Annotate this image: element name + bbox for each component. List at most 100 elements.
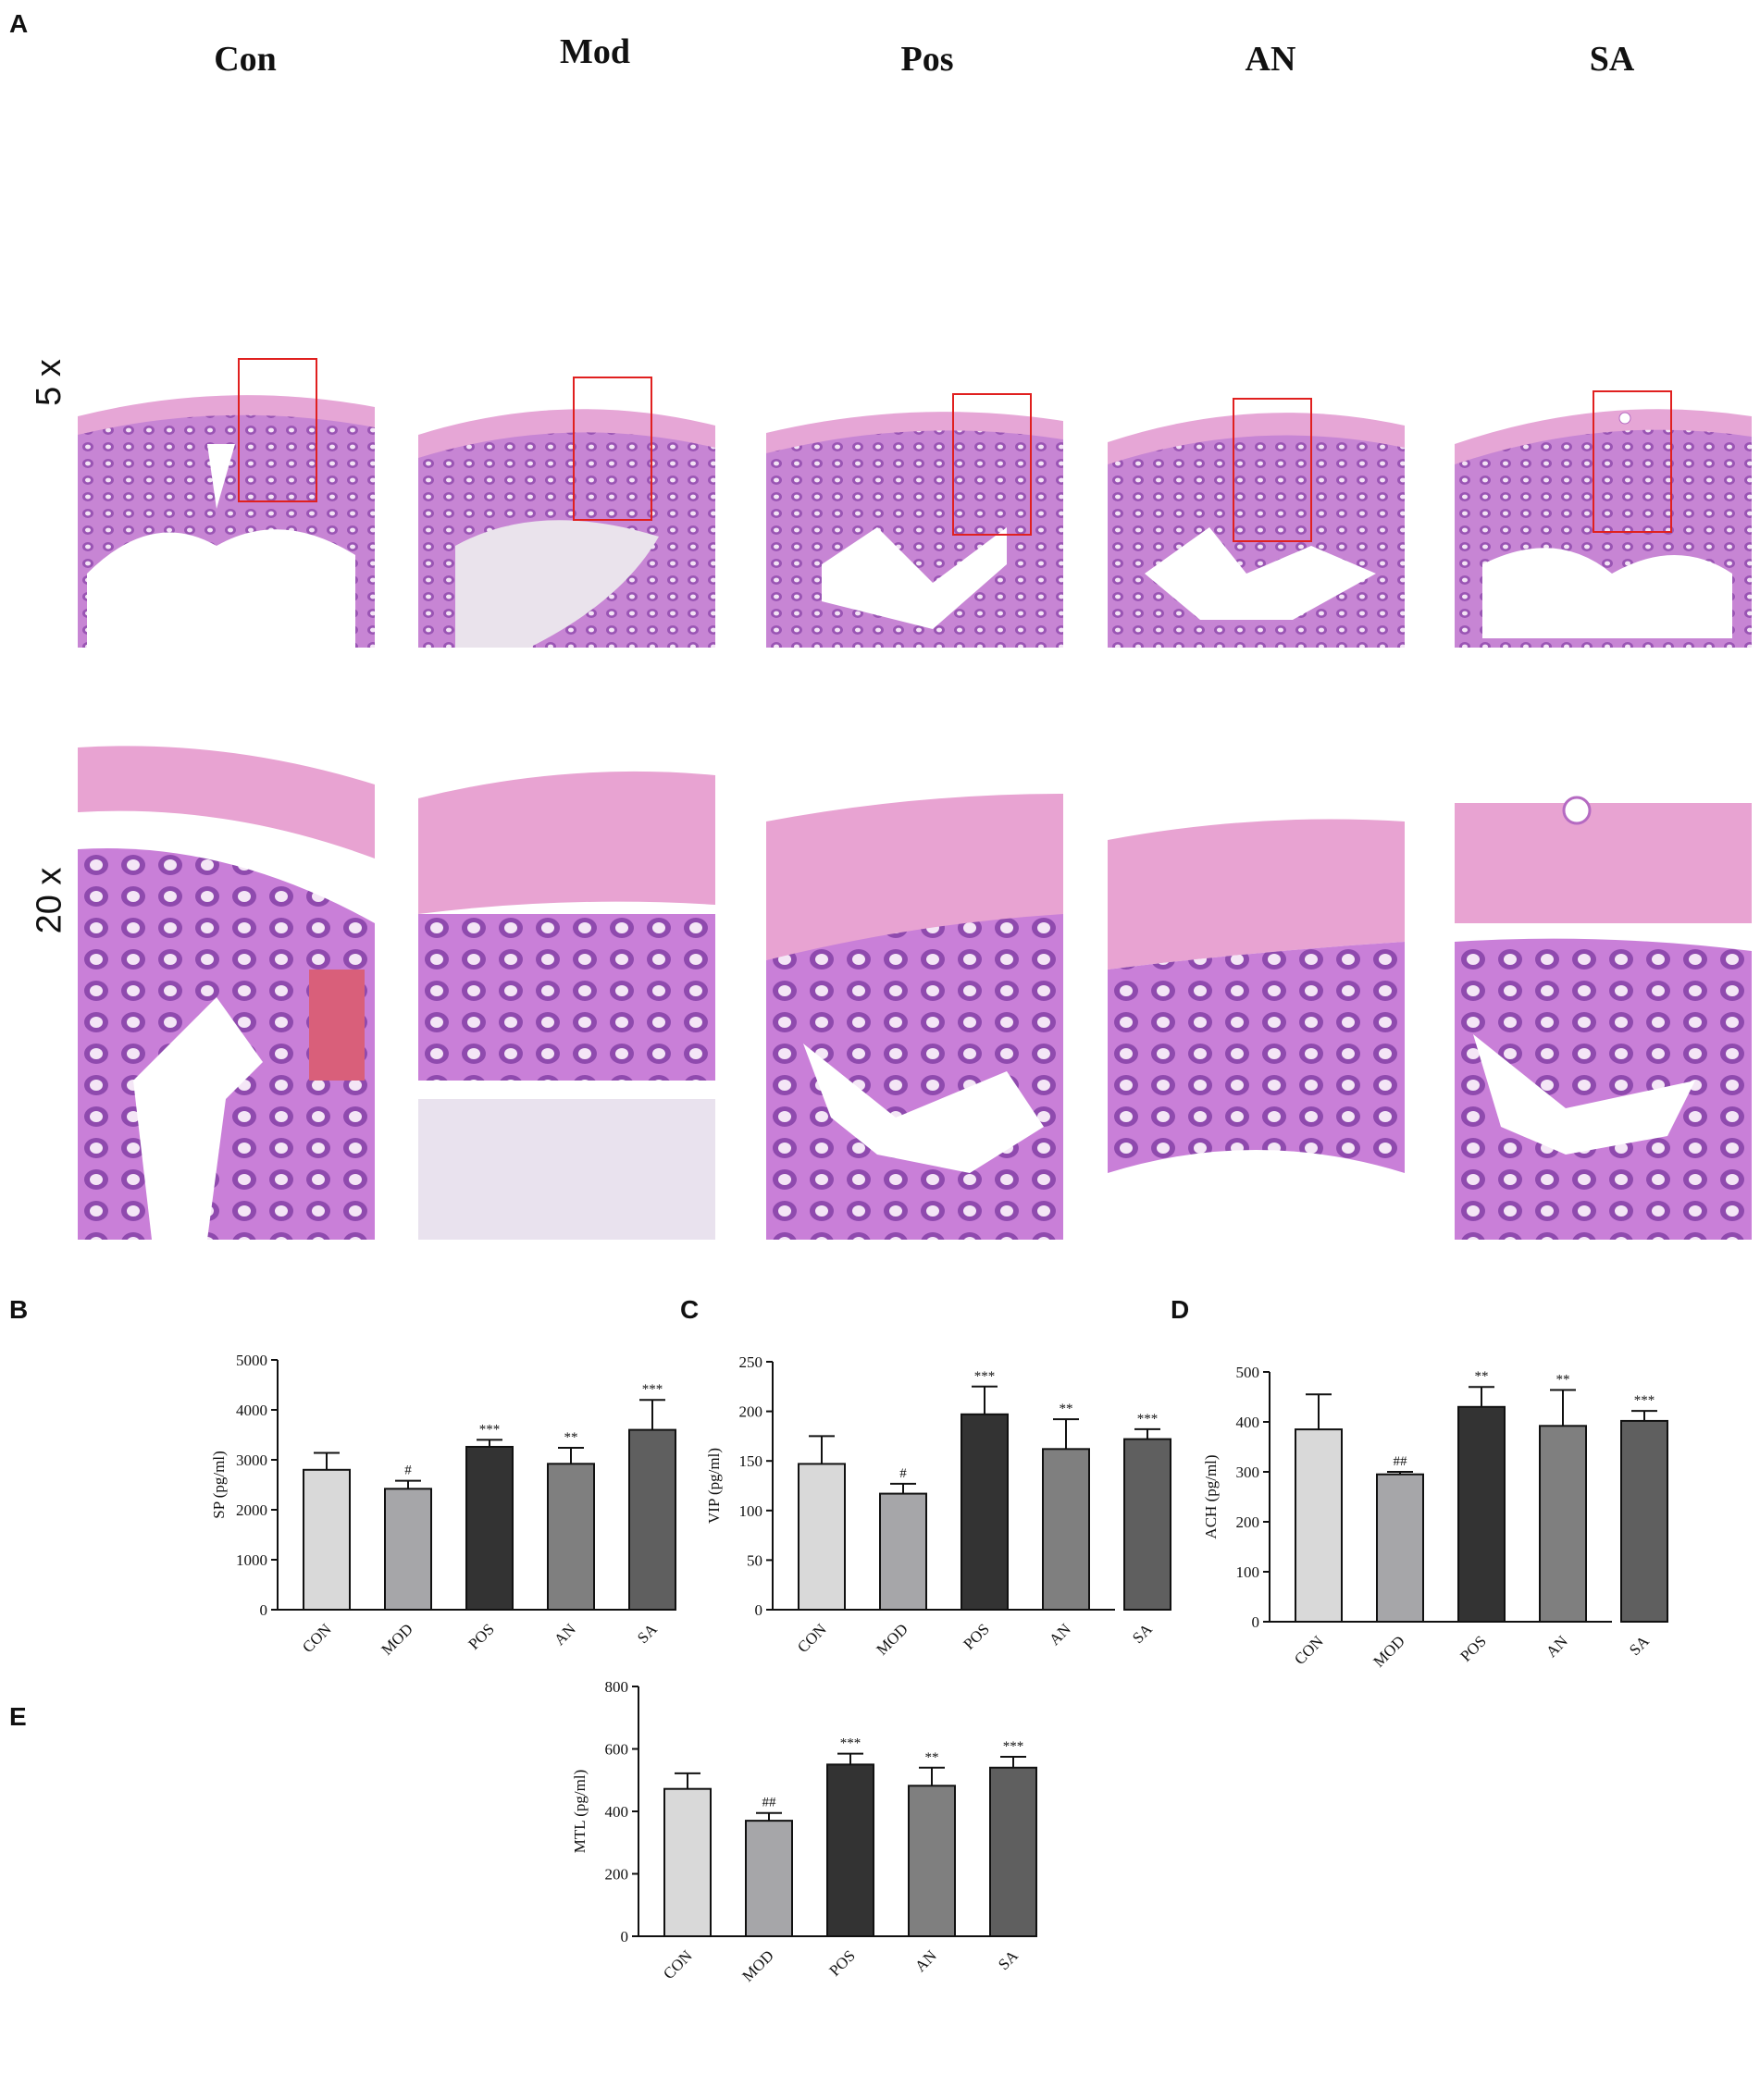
column-header-sa: SA (1589, 40, 1635, 79)
bar-mod (1376, 1473, 1424, 1623)
y-tick-label: 0 (260, 1601, 268, 1619)
bar-con (663, 1787, 712, 1937)
x-tick-label: POS (465, 1620, 497, 1652)
x-tick-label: CON (794, 1620, 830, 1656)
histology-5x-mod (418, 139, 715, 648)
x-tick-label: POS (1456, 1632, 1489, 1664)
y-tick-label: 50 (747, 1551, 762, 1569)
y-axis-label: MTL (pg/ml) (571, 1770, 589, 1854)
bar-pos (826, 1763, 874, 1937)
bar-con (798, 1463, 846, 1611)
significance-label: *** (642, 1382, 663, 1397)
bar-mod (879, 1492, 927, 1612)
y-tick-label: 200 (739, 1403, 763, 1421)
x-tick-label: MOD (738, 1946, 776, 1984)
chart-b-svg: 0 1000 2000 3000 4000 5000 SP (pg/ml) CON # MOD **… (210, 1352, 676, 1659)
bar-sa (1620, 1419, 1668, 1623)
chart-c: 0 50 100 150 200 250 VIP (pg/ml) CON # MOD *** POS *… (705, 1346, 1171, 1659)
significance-label: # (404, 1464, 412, 1478)
y-tick-label: 400 (605, 1803, 629, 1821)
x-tick-label: SA (634, 1620, 661, 1647)
y-tick-label: 3000 (236, 1451, 267, 1469)
x-tick-label: CON (1291, 1632, 1327, 1668)
chart-e: 0 200 400 600 800 MTL (pg/ml) CON ## MOD *** POS **… (555, 1661, 1037, 1985)
row-label-20x: 20 x (30, 867, 69, 934)
chart-b: 0 1000 2000 3000 4000 5000 SP (pg/ml) CON # MOD **… (194, 1346, 676, 1659)
bar-pos (465, 1445, 514, 1611)
histology-20x-pos (766, 692, 1063, 1240)
column-header-pos: Pos (900, 40, 954, 79)
panel-label-e: E (9, 1702, 27, 1731)
x-tick-label: AN (1543, 1632, 1571, 1661)
y-tick-label: 2000 (236, 1501, 267, 1519)
y-tick-label: 600 (605, 1741, 629, 1759)
x-tick-label: POS (825, 1946, 858, 1979)
histology-5x-con (78, 139, 375, 648)
y-tick-label: 4000 (236, 1402, 267, 1419)
y-tick-label: 5000 (236, 1352, 267, 1369)
bar-an (908, 1785, 956, 1937)
significance-label: *** (479, 1422, 501, 1437)
panel-label-c: C (680, 1295, 700, 1324)
y-axis-label: VIP (pg/ml) (705, 1448, 723, 1524)
panel-label-a: A (9, 9, 29, 38)
x-tick-label: MOD (873, 1620, 911, 1658)
y-tick-label: 400 (1236, 1414, 1260, 1431)
y-axis-label: ACH (pg/ml) (1202, 1454, 1220, 1538)
y-tick-label: 1000 (236, 1551, 267, 1569)
x-tick-label: AN (1046, 1620, 1074, 1649)
bar-sa (1123, 1438, 1171, 1611)
x-tick-label: AN (551, 1620, 579, 1649)
chart-d: 0 100 200 300 400 500 ACH (pg/ml) CON ## MOD ** POS… (1202, 1346, 1668, 1671)
histology-20x-mod (418, 692, 715, 1240)
significance-label: ** (1060, 1402, 1073, 1416)
y-tick-label: 0 (621, 1928, 629, 1946)
x-tick-label: SA (1129, 1620, 1156, 1647)
x-tick-label: CON (299, 1620, 335, 1656)
significance-label: *** (974, 1369, 996, 1384)
bar-mod (384, 1488, 432, 1611)
chart-d-svg: 0 100 200 300 400 500 ACH (pg/ml) CON ## MOD ** POS… (1202, 1364, 1668, 1671)
significance-label: *** (1137, 1412, 1159, 1427)
bar-an (547, 1463, 595, 1611)
x-tick-label: POS (960, 1620, 992, 1652)
histology-20x-con (78, 692, 375, 1240)
significance-label: # (899, 1466, 907, 1481)
histology-5x-pos (766, 139, 1063, 648)
bar-pos (961, 1413, 1009, 1612)
chart-e-svg: 0 200 400 600 800 MTL (pg/ml) CON ## MOD *** POS **… (571, 1678, 1037, 1985)
y-tick-label: 800 (605, 1678, 629, 1696)
x-tick-label: MOD (378, 1620, 415, 1658)
histology-20x-an (1108, 692, 1405, 1240)
x-tick-label: SA (1626, 1632, 1653, 1659)
column-header-con: Con (214, 40, 277, 79)
bar-mod (745, 1820, 793, 1937)
y-tick-label: 150 (739, 1452, 763, 1470)
x-tick-label: MOD (1370, 1632, 1407, 1670)
panel-label-d: D (1171, 1295, 1190, 1324)
significance-label: ** (1475, 1369, 1489, 1384)
bar-con (1295, 1428, 1343, 1623)
significance-label: ** (1556, 1372, 1570, 1387)
panel-label-b: B (9, 1295, 29, 1324)
y-tick-label: 300 (1236, 1464, 1260, 1481)
y-tick-label: 200 (1236, 1513, 1260, 1531)
bar-an (1042, 1448, 1090, 1611)
y-tick-label: 200 (605, 1866, 629, 1884)
chart-c-svg: 0 50 100 150 200 250 VIP (pg/ml) CON # MOD *** POS *… (705, 1353, 1171, 1659)
x-tick-label: SA (995, 1946, 1022, 1973)
y-tick-label: 500 (1236, 1364, 1260, 1381)
histology-5x-sa (1455, 139, 1752, 648)
histology-20x-sa (1455, 692, 1752, 1240)
row-label-5x: 5 x (29, 359, 68, 406)
significance-label: ** (564, 1430, 578, 1445)
bar-pos (1457, 1405, 1506, 1623)
histology-5x-an (1108, 139, 1405, 648)
significance-label: ## (762, 1796, 777, 1810)
column-header-mod: Mod (560, 32, 630, 71)
y-tick-label: 0 (1252, 1613, 1260, 1631)
significance-label: ** (925, 1750, 939, 1765)
bar-sa (628, 1428, 676, 1611)
significance-label: *** (840, 1736, 861, 1751)
y-tick-label: 100 (1236, 1563, 1260, 1581)
